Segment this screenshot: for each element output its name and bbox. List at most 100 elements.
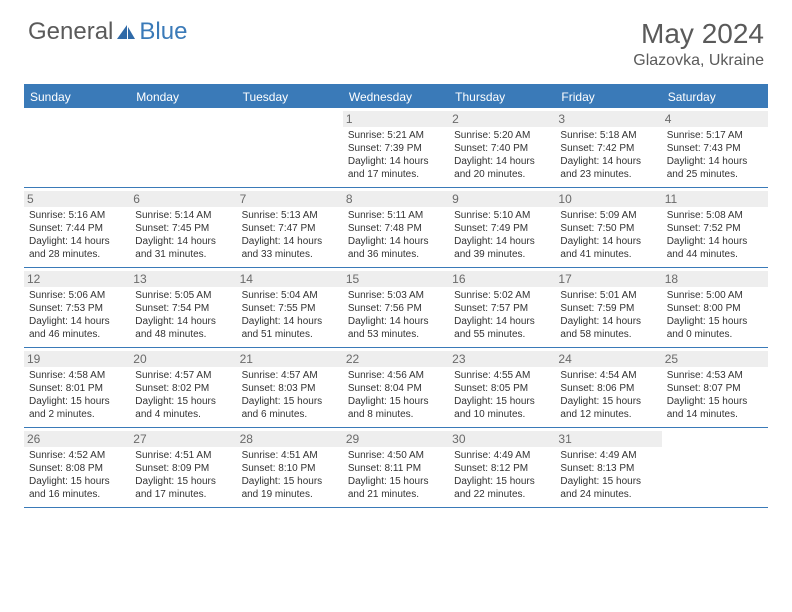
day-number: 2	[449, 111, 555, 127]
sunset-text: Sunset: 8:00 PM	[667, 302, 763, 315]
day-number: 1	[343, 111, 449, 127]
daylight1-text: Daylight: 14 hours	[560, 235, 656, 248]
daylight2-text: and 0 minutes.	[667, 328, 763, 341]
sunrise-text: Sunrise: 4:50 AM	[348, 449, 444, 462]
daylight2-text: and 44 minutes.	[667, 248, 763, 261]
weeks-container: 1Sunrise: 5:21 AMSunset: 7:39 PMDaylight…	[24, 108, 768, 508]
day-number: 21	[237, 351, 343, 367]
sunset-text: Sunset: 8:08 PM	[29, 462, 125, 475]
day-number: 14	[237, 271, 343, 287]
daylight2-text: and 55 minutes.	[454, 328, 550, 341]
calendar-cell: 31Sunrise: 4:49 AMSunset: 8:13 PMDayligh…	[555, 428, 661, 507]
day-number: 10	[555, 191, 661, 207]
daylight1-text: Daylight: 14 hours	[454, 315, 550, 328]
week-row: 26Sunrise: 4:52 AMSunset: 8:08 PMDayligh…	[24, 428, 768, 508]
day-info: Sunrise: 5:08 AMSunset: 7:52 PMDaylight:…	[667, 209, 763, 261]
sunset-text: Sunset: 7:59 PM	[560, 302, 656, 315]
calendar-cell: 4Sunrise: 5:17 AMSunset: 7:43 PMDaylight…	[662, 108, 768, 187]
sunset-text: Sunset: 7:54 PM	[135, 302, 231, 315]
sunset-text: Sunset: 8:03 PM	[242, 382, 338, 395]
day-number: 16	[449, 271, 555, 287]
calendar-cell: 22 Sunrise: 4:56 AMSunset: 8:04 PMDayligh…	[343, 348, 449, 427]
sunrise-text: Sunrise: 5:09 AM	[560, 209, 656, 222]
daylight2-text: and 14 minutes.	[667, 408, 763, 421]
day-number: 23	[449, 351, 555, 367]
daylight2-text: and 19 minutes.	[242, 488, 338, 501]
day-number: 17	[555, 271, 661, 287]
sunrise-text: Sunrise: 5:13 AM	[242, 209, 338, 222]
day-info: Sunrise: 5:14 AMSunset: 7:45 PMDaylight:…	[135, 209, 231, 261]
location-label: Glazovka, Ukraine	[633, 52, 764, 70]
day-header-saturday: Saturday	[662, 86, 768, 108]
calendar-cell: 5Sunrise: 5:16 AMSunset: 7:44 PMDaylight…	[24, 188, 130, 267]
daylight2-text: and 39 minutes.	[454, 248, 550, 261]
sunrise-text: Sunrise: 4:53 AM	[667, 369, 763, 382]
day-number: 6	[130, 191, 236, 207]
day-number: 31	[555, 431, 661, 447]
day-number: 12	[24, 271, 130, 287]
daylight2-text: and 48 minutes.	[135, 328, 231, 341]
day-number: 30	[449, 431, 555, 447]
day-info: Sunrise: 4:50 AMSunset: 8:11 PMDaylight:…	[348, 449, 444, 501]
calendar-cell: 19Sunrise: 4:58 AMSunset: 8:01 PMDayligh…	[24, 348, 130, 427]
week-row: 12Sunrise: 5:06 AMSunset: 7:53 PMDayligh…	[24, 268, 768, 348]
day-info: Sunrise: 5:02 AMSunset: 7:57 PMDaylight:…	[454, 289, 550, 341]
day-header-wednesday: Wednesday	[343, 86, 449, 108]
day-number: 8	[343, 191, 449, 207]
sunset-text: Sunset: 7:49 PM	[454, 222, 550, 235]
day-number: 25	[662, 351, 768, 367]
month-title: May 2024	[633, 18, 764, 50]
calendar-cell: 11Sunrise: 5:08 AMSunset: 7:52 PMDayligh…	[662, 188, 768, 267]
daylight2-text: and 17 minutes.	[135, 488, 231, 501]
day-info: Sunrise: 4:58 AMSunset: 8:01 PMDaylight:…	[29, 369, 125, 421]
daylight2-text: and 12 minutes.	[560, 408, 656, 421]
sunrise-text: Sunrise: 4:52 AM	[29, 449, 125, 462]
header: General Blue May 2024 Glazovka, Ukraine	[0, 0, 792, 78]
daylight2-text: and 8 minutes.	[348, 408, 444, 421]
sunrise-text: Sunrise: 5:06 AM	[29, 289, 125, 302]
daylight1-text: Daylight: 14 hours	[29, 315, 125, 328]
daylight1-text: Daylight: 14 hours	[29, 235, 125, 248]
day-number: 28	[237, 431, 343, 447]
daylight1-text: Daylight: 14 hours	[348, 155, 444, 168]
sunset-text: Sunset: 8:10 PM	[242, 462, 338, 475]
day-info: Sunrise: 4:56 AMSunset: 8:04 PMDaylight:…	[348, 369, 444, 421]
sunrise-text: Sunrise: 5:18 AM	[560, 129, 656, 142]
sunrise-text: Sunrise: 5:14 AM	[135, 209, 231, 222]
day-info: Sunrise: 4:49 AMSunset: 8:12 PMDaylight:…	[454, 449, 550, 501]
calendar-cell: 7Sunrise: 5:13 AMSunset: 7:47 PMDaylight…	[237, 188, 343, 267]
calendar-cell: 15Sunrise: 5:03 AMSunset: 7:56 PMDayligh…	[343, 268, 449, 347]
daylight2-text: and 58 minutes.	[560, 328, 656, 341]
daylight2-text: and 20 minutes.	[454, 168, 550, 181]
daylight1-text: Daylight: 15 hours	[348, 475, 444, 488]
day-number: 22	[343, 351, 449, 367]
day-info: Sunrise: 5:18 AMSunset: 7:42 PMDaylight:…	[560, 129, 656, 181]
sunrise-text: Sunrise: 4:54 AM	[560, 369, 656, 382]
calendar-cell: 13Sunrise: 5:05 AMSunset: 7:54 PMDayligh…	[130, 268, 236, 347]
calendar-cell	[662, 428, 768, 507]
day-info: Sunrise: 4:52 AMSunset: 8:08 PMDaylight:…	[29, 449, 125, 501]
calendar-cell: 23Sunrise: 4:55 AMSunset: 8:05 PMDayligh…	[449, 348, 555, 427]
sunrise-text: Sunrise: 4:56 AM	[348, 369, 444, 382]
daylight2-text: and 53 minutes.	[348, 328, 444, 341]
calendar-cell: 14Sunrise: 5:04 AMSunset: 7:55 PMDayligh…	[237, 268, 343, 347]
sunset-text: Sunset: 8:09 PM	[135, 462, 231, 475]
sunset-text: Sunset: 7:55 PM	[242, 302, 338, 315]
calendar-cell: 28 Sunrise: 4:51 AMSunset: 8:10 PMDayligh…	[237, 428, 343, 507]
sunrise-text: Sunrise: 5:04 AM	[242, 289, 338, 302]
sunset-text: Sunset: 7:53 PM	[29, 302, 125, 315]
daylight1-text: Daylight: 15 hours	[667, 395, 763, 408]
daylight1-text: Daylight: 14 hours	[135, 235, 231, 248]
daylight2-text: and 33 minutes.	[242, 248, 338, 261]
calendar-cell: 21Sunrise: 4:57 AMSunset: 8:03 PMDayligh…	[237, 348, 343, 427]
brand-sail-icon	[115, 23, 137, 41]
day-info: Sunrise: 4:51 AMSunset: 8:10 PMDaylight:…	[242, 449, 338, 501]
daylight1-text: Daylight: 14 hours	[135, 315, 231, 328]
day-number: 20	[130, 351, 236, 367]
sunset-text: Sunset: 8:02 PM	[135, 382, 231, 395]
sunrise-text: Sunrise: 5:21 AM	[348, 129, 444, 142]
sunset-text: Sunset: 7:47 PM	[242, 222, 338, 235]
sunset-text: Sunset: 7:48 PM	[348, 222, 444, 235]
sunset-text: Sunset: 7:44 PM	[29, 222, 125, 235]
daylight1-text: Daylight: 15 hours	[667, 315, 763, 328]
